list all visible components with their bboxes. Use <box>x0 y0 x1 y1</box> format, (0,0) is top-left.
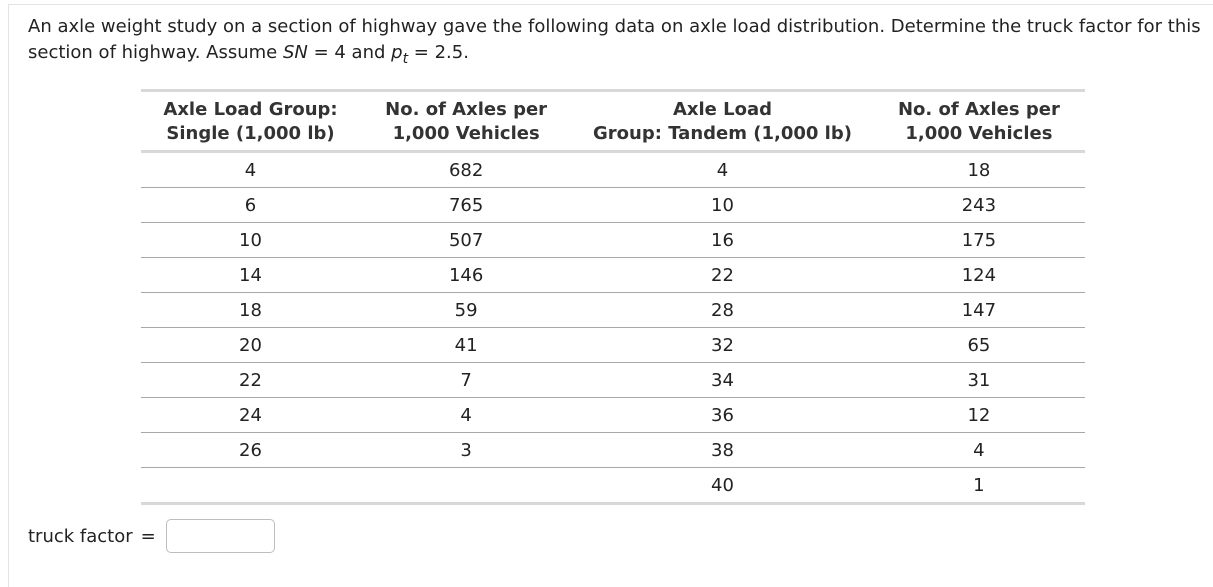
pt-subscript: t <box>402 51 409 67</box>
single-axles-cell: 765 <box>360 187 573 223</box>
table-header-row: Axle Load Group: Single (1,000 lb) No. o… <box>141 90 1085 152</box>
single-axles-cell <box>360 467 573 505</box>
single-load-cell: 26 <box>141 432 361 468</box>
table-row: 4 682 4 18 <box>141 151 1085 188</box>
single-load-cell: 10 <box>141 222 361 258</box>
sn-symbol: SN <box>282 42 308 63</box>
single-load-cell: 20 <box>141 327 361 363</box>
tandem-axles-cell: 65 <box>872 327 1085 363</box>
table-row: 22 7 34 31 <box>141 362 1085 398</box>
tandem-load-cell: 22 <box>572 257 873 293</box>
header-tandem-axles: No. of Axles per 1,000 Vehicles <box>897 99 1060 144</box>
table-row: 18 59 28 147 <box>141 292 1085 328</box>
single-load-cell: 4 <box>141 151 361 188</box>
table-row: 10 507 16 175 <box>141 222 1085 258</box>
question-frame <box>8 4 1213 587</box>
tandem-axles-cell: 12 <box>872 397 1085 433</box>
table-row: 14 146 22 124 <box>141 257 1085 293</box>
tandem-load-cell: 10 <box>572 187 873 223</box>
single-load-cell: 22 <box>141 362 361 398</box>
tandem-axles-cell: 175 <box>872 222 1085 258</box>
tandem-load-cell: 4 <box>572 151 873 188</box>
single-load-cell: 18 <box>141 292 361 328</box>
problem-text: An axle weight study on a section of hig… <box>28 16 1201 63</box>
header-tandem-load: Axle Load Group: Tandem (1,000 lb) <box>593 99 852 144</box>
single-load-cell: 24 <box>141 397 361 433</box>
single-axles-cell: 3 <box>360 432 573 468</box>
table-row: 40 1 <box>141 467 1085 505</box>
table-row: 26 3 38 4 <box>141 432 1085 468</box>
tandem-load-cell: 36 <box>572 397 873 433</box>
single-load-cell <box>141 467 361 505</box>
single-axles-cell: 507 <box>360 222 573 258</box>
single-load-cell: 14 <box>141 257 361 293</box>
tandem-axles-cell: 147 <box>872 292 1085 328</box>
tandem-axles-cell: 18 <box>872 151 1085 188</box>
tandem-load-cell: 28 <box>572 292 873 328</box>
tandem-axles-cell: 243 <box>872 187 1085 223</box>
truck-factor-label: truck factor <box>28 525 133 547</box>
tandem-axles-cell: 124 <box>872 257 1085 293</box>
tandem-load-cell: 32 <box>572 327 873 363</box>
tandem-load-cell: 16 <box>572 222 873 258</box>
problem-statement: An axle weight study on a section of hig… <box>28 14 1203 66</box>
answer-row: truck factor = <box>28 518 275 554</box>
single-axles-cell: 146 <box>360 257 573 293</box>
table-row: 24 4 36 12 <box>141 397 1085 433</box>
single-axles-cell: 59 <box>360 292 573 328</box>
tandem-axles-cell: 1 <box>872 467 1085 505</box>
table-row: 6 765 10 243 <box>141 187 1085 223</box>
single-axles-cell: 4 <box>360 397 573 433</box>
tandem-load-cell: 38 <box>572 432 873 468</box>
pt-symbol: p <box>391 42 403 63</box>
pt-value: = 2.5. <box>408 42 469 63</box>
tandem-load-cell: 34 <box>572 362 873 398</box>
single-axles-cell: 682 <box>360 151 573 188</box>
header-single-axles: No. of Axles per 1,000 Vehicles <box>385 99 548 144</box>
axle-load-table: Axle Load Group: Single (1,000 lb) No. o… <box>141 89 1085 505</box>
tandem-axles-cell: 4 <box>872 432 1085 468</box>
equals-sign: = <box>140 525 156 547</box>
tandem-load-cell: 40 <box>572 467 873 505</box>
tandem-axles-cell: 31 <box>872 362 1085 398</box>
table-row: 20 41 32 65 <box>141 327 1085 363</box>
single-axles-cell: 7 <box>360 362 573 398</box>
single-axles-cell: 41 <box>360 327 573 363</box>
sn-value: = 4 and <box>307 42 392 63</box>
single-load-cell: 6 <box>141 187 361 223</box>
truck-factor-input[interactable] <box>165 519 275 553</box>
header-single-load: Axle Load Group: Single (1,000 lb) <box>163 99 338 144</box>
